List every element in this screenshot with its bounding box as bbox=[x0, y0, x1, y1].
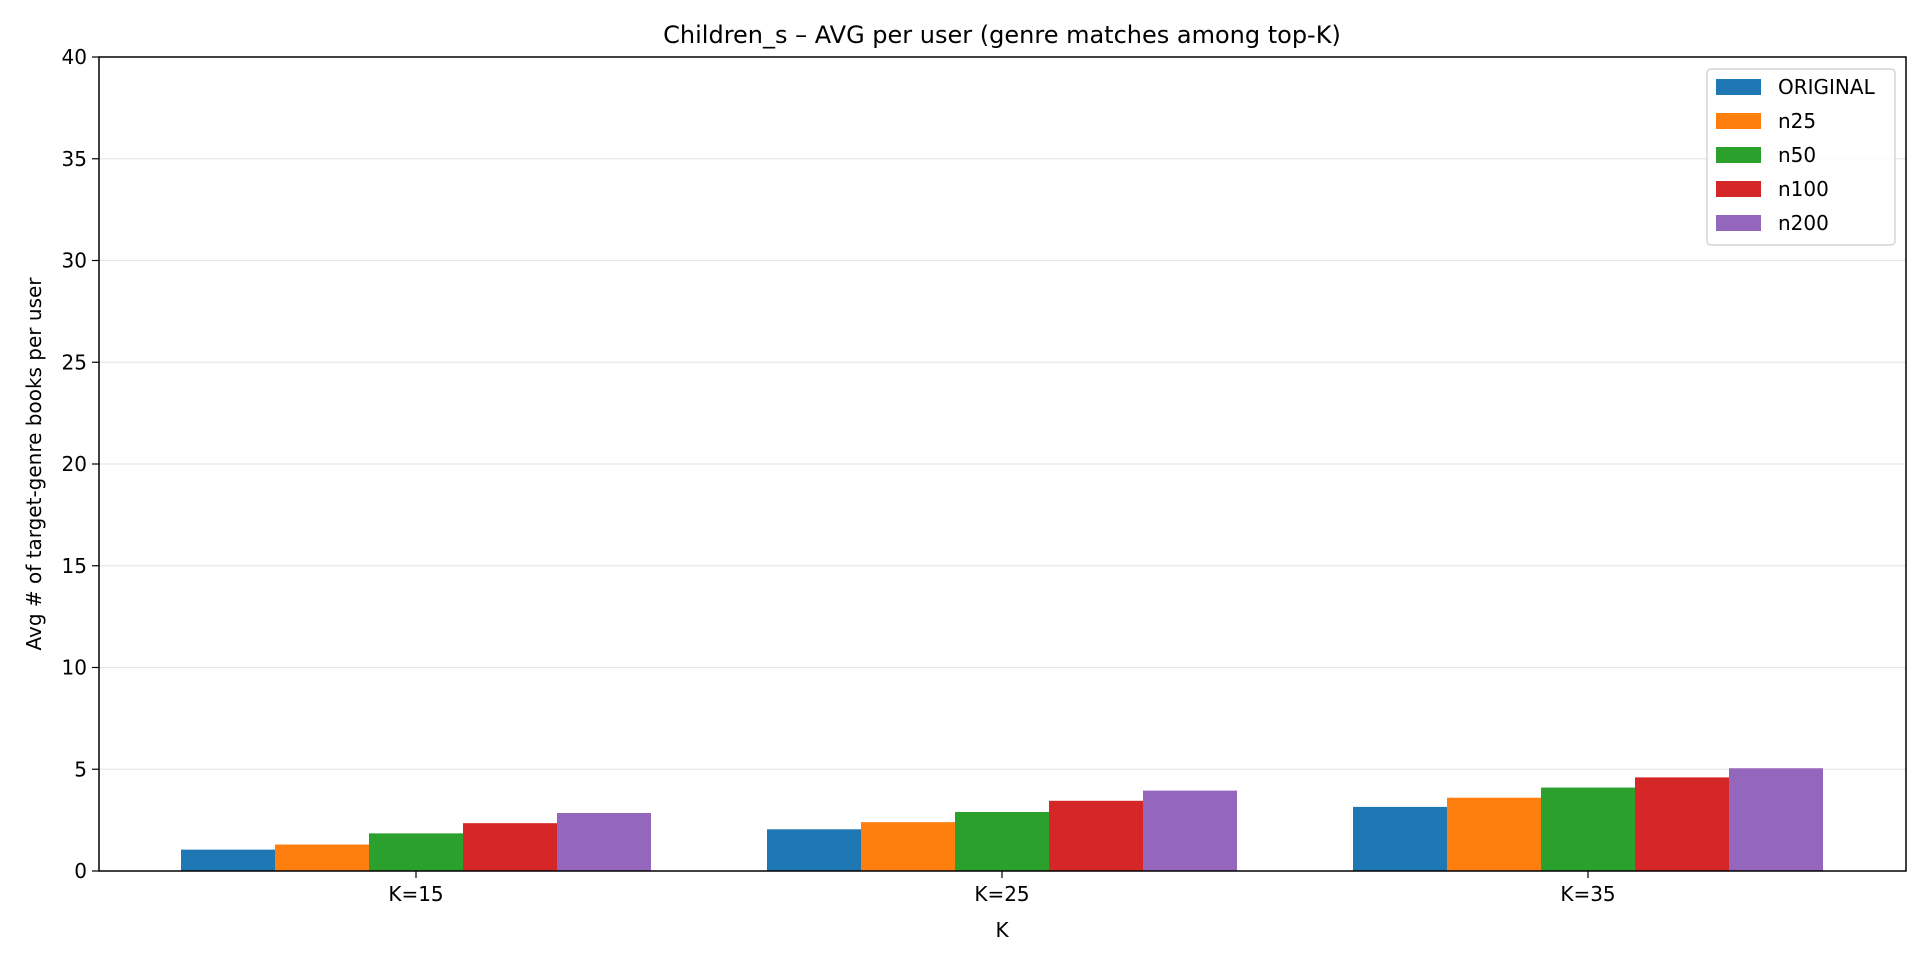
bar-n100-k25 bbox=[1049, 800, 1143, 871]
bar-n50-k15 bbox=[369, 833, 463, 871]
y-tick-label: 40 bbox=[62, 45, 87, 69]
bar-n100-k15 bbox=[463, 823, 557, 871]
bar-n50-k25 bbox=[955, 811, 1049, 871]
x-tick-label: K=15 bbox=[388, 882, 443, 906]
bar-n50-k35 bbox=[1541, 787, 1635, 871]
bar-n25-k25 bbox=[861, 822, 955, 871]
y-axis: 0 5 10 15 20 25 30 35 40 bbox=[62, 45, 99, 883]
bar-n200-k15 bbox=[557, 813, 651, 871]
y-tick-label: 5 bbox=[74, 757, 87, 781]
bar-n100-k35 bbox=[1635, 777, 1729, 871]
y-tick-label: 35 bbox=[62, 147, 87, 171]
x-axis-label: K bbox=[995, 918, 1009, 942]
legend-label: n50 bbox=[1778, 143, 1816, 167]
legend-swatch bbox=[1716, 79, 1761, 95]
legend-swatch bbox=[1716, 215, 1761, 231]
y-tick-label: 10 bbox=[62, 656, 87, 680]
y-tick-label: 0 bbox=[74, 859, 87, 883]
bar-n25-k35 bbox=[1447, 797, 1541, 871]
x-axis: K=15 K=25 K=35 bbox=[388, 871, 1616, 906]
legend-swatch bbox=[1716, 181, 1761, 197]
bar-original-k15 bbox=[181, 849, 275, 871]
legend-label: n100 bbox=[1778, 177, 1829, 201]
y-tick-label: 15 bbox=[62, 554, 87, 578]
legend-swatch bbox=[1716, 113, 1761, 129]
y-tick-label: 30 bbox=[62, 249, 87, 273]
bar-n200-k25 bbox=[1143, 790, 1237, 871]
legend-swatch bbox=[1716, 147, 1761, 163]
bar-n200-k35 bbox=[1729, 768, 1823, 871]
y-tick-label: 25 bbox=[62, 350, 87, 374]
bars-layer bbox=[181, 768, 1823, 871]
bar-n25-k15 bbox=[275, 844, 369, 871]
legend: ORIGINAL n25 n50 n100 n200 bbox=[1706, 68, 1896, 246]
legend-label: n25 bbox=[1778, 109, 1816, 133]
grid-lines bbox=[99, 158, 1906, 770]
chart-title: Children_s – AVG per user (genre matches… bbox=[663, 21, 1341, 49]
y-tick-label: 20 bbox=[62, 452, 87, 476]
bar-original-k35 bbox=[1353, 806, 1447, 871]
y-axis-label: Avg # of target-genre books per user bbox=[22, 277, 46, 651]
bar-original-k25 bbox=[767, 829, 861, 871]
x-tick-label: K=25 bbox=[974, 882, 1029, 906]
legend-label: n200 bbox=[1778, 211, 1829, 235]
x-tick-label: K=35 bbox=[1560, 882, 1615, 906]
legend-label: ORIGINAL bbox=[1778, 75, 1876, 99]
